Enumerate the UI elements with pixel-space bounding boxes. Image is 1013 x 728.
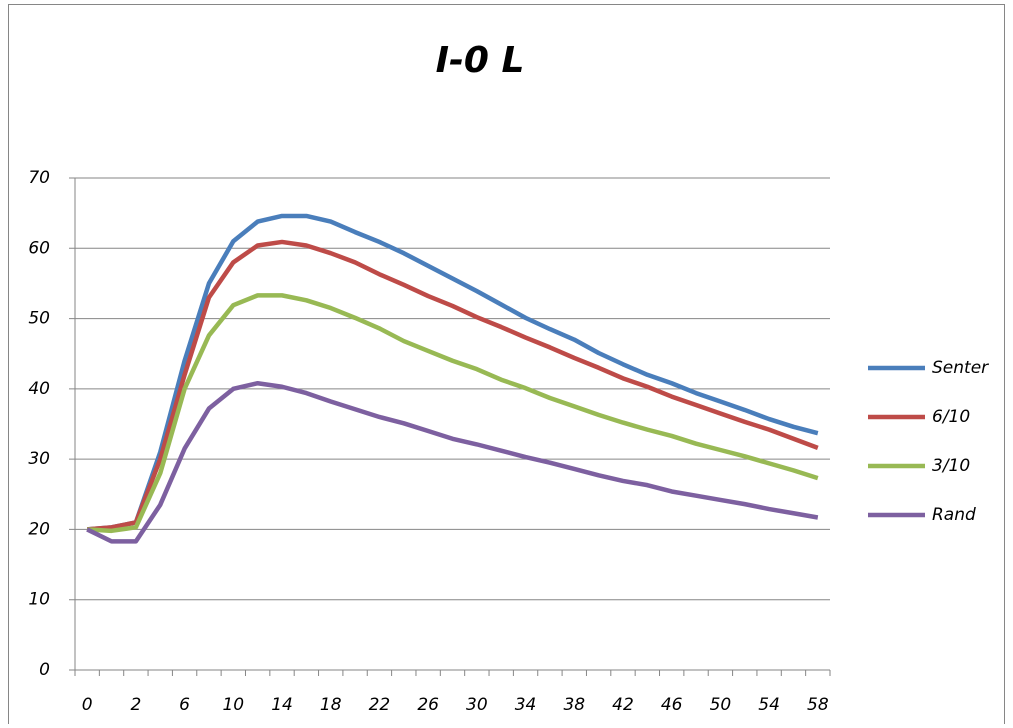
y-tick-label: 10 — [28, 590, 50, 610]
x-tick-label: 34 — [515, 695, 537, 715]
y-tick-label: 60 — [28, 238, 50, 258]
x-tick-label: 26 — [417, 695, 439, 715]
x-tick-label: 58 — [807, 695, 829, 715]
series-line — [86, 239, 819, 532]
legend-label: 6/10 — [932, 407, 970, 427]
x-tick-label: 30 — [466, 695, 488, 715]
legend-label: Senter — [932, 358, 989, 378]
x-tick-label: 42 — [612, 695, 634, 715]
chart-border — [8, 4, 1005, 728]
x-tick-label: 0 — [82, 695, 93, 715]
series-line — [86, 380, 819, 544]
legend-label: 3/10 — [932, 456, 970, 476]
series-line — [87, 293, 819, 534]
y-tick-label: 20 — [28, 519, 50, 539]
y-tick-label: 70 — [28, 168, 50, 188]
x-tick-label: 14 — [271, 695, 293, 715]
chart-title: I-0 L — [436, 40, 525, 81]
x-tick-label: 54 — [758, 695, 780, 715]
y-tick-label: 0 — [39, 660, 50, 680]
x-tick-label: 22 — [369, 695, 391, 715]
x-tick-label: 46 — [661, 695, 683, 715]
x-tick-label: 50 — [710, 695, 732, 715]
x-tick-label: 38 — [563, 695, 585, 715]
y-tick-label: 50 — [28, 309, 50, 329]
y-tick-label: 40 — [28, 379, 50, 399]
y-tick-label: 30 — [28, 449, 50, 469]
x-tick-label: 18 — [320, 695, 342, 715]
legend-label: Rand — [932, 505, 976, 525]
x-tick-label: 10 — [222, 695, 244, 715]
series-line — [86, 213, 819, 532]
x-tick-label: 6 — [179, 695, 190, 715]
x-tick-label: 2 — [130, 695, 141, 715]
